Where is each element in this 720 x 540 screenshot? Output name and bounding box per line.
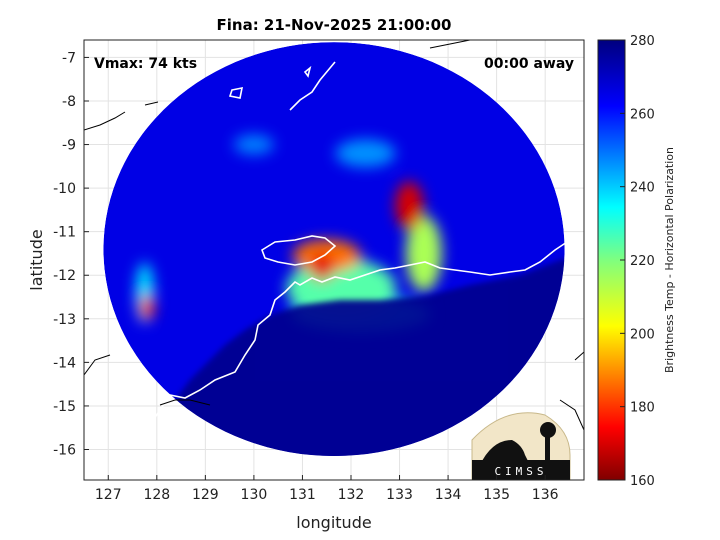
colorbar-ticks: 160 180 200 220 240 260 280: [620, 34, 655, 489]
y-axis-ticks: -7 -8 -9 -10 -11 -12 -13 -14 -15 -16: [53, 50, 89, 459]
plot-frame: [83, 39, 585, 481]
y-tick-label: -10: [53, 181, 76, 197]
feature-northern-cell: [335, 139, 396, 168]
coastline-northern-islands: [228, 61, 336, 111]
x-axis-label: longitude: [296, 513, 371, 532]
x-tick-label: 135: [483, 487, 510, 503]
y-tick-label: -12: [53, 268, 76, 284]
swath-layer: [103, 42, 565, 457]
y-tick-label: -7: [62, 50, 76, 66]
colorbar-tick-label: 280: [630, 34, 655, 49]
x-tick-label: 134: [435, 487, 462, 503]
x-axis-ticks: 127 128 129 130 131 132 133 134 135 136: [95, 475, 559, 503]
coastline-outer: [84, 40, 584, 431]
y-tick-label: -14: [53, 355, 76, 371]
feature-rainband-east: [395, 181, 424, 230]
y-axis-label: latitude: [27, 229, 46, 290]
logo-tower: [545, 428, 550, 468]
logo-tower-top: [540, 422, 556, 438]
chart-title: Fina: 21-Nov-2025 21:00:00: [217, 16, 452, 34]
x-tick-label: 130: [241, 487, 268, 503]
colorbar-tick-label: 160: [630, 474, 655, 489]
coastline-north-australia: [149, 231, 584, 426]
x-tick-label: 136: [532, 487, 559, 503]
logo-radar-dish: [480, 440, 530, 465]
x-tick-label: 132: [338, 487, 365, 503]
x-tick-label: 131: [289, 487, 316, 503]
colorbar-tick-label: 180: [630, 401, 655, 416]
y-tick-label: -11: [53, 225, 76, 241]
time-away-label: 00:00 away: [484, 56, 574, 72]
colorbar-label: Brightness Temp - Horizontal Polarizatio…: [663, 147, 676, 373]
y-tick-label: -13: [53, 312, 76, 328]
y-tick-label: -9: [62, 138, 76, 154]
x-tick-label: 127: [95, 487, 122, 503]
colorbar-tick-label: 240: [630, 181, 655, 196]
feature-rainband-east-tail: [405, 215, 442, 292]
coastline: [84, 40, 584, 431]
x-tick-label: 128: [143, 487, 170, 503]
y-tick-label: -15: [53, 399, 76, 415]
vmax-label: Vmax: 74 kts: [94, 56, 197, 72]
coastline-island: [261, 235, 337, 266]
feature-western-cell: [140, 295, 155, 320]
colorbar-tick-label: 260: [630, 107, 655, 122]
plot-layer: CIMSS: [84, 40, 584, 480]
colorbar-tick-label: 200: [630, 327, 655, 342]
feature-northern-cell-2: [233, 134, 274, 155]
x-tick-label: 133: [386, 487, 413, 503]
y-tick-label: -8: [62, 94, 76, 110]
y-tick-label: -16: [53, 443, 76, 459]
logo-text: CIMSS: [494, 465, 547, 478]
x-tick-label: 129: [192, 487, 219, 503]
colorbar-tick-label: 220: [630, 254, 655, 269]
